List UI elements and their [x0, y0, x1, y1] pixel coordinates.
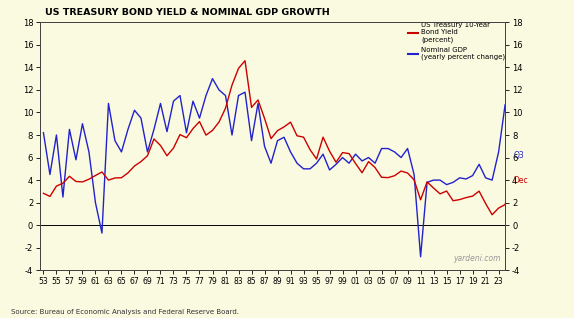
- Text: Q3: Q3: [514, 151, 524, 160]
- Text: Dec: Dec: [514, 176, 528, 185]
- Text: Source: Bureau of Economic Analysis and Federal Reserve Board.: Source: Bureau of Economic Analysis and …: [11, 309, 239, 315]
- Text: US TREASURY BOND YIELD & NOMINAL GDP GROWTH: US TREASURY BOND YIELD & NOMINAL GDP GRO…: [45, 8, 329, 17]
- Legend: US Treasury 10-Year
Bond Yield
(percent), Nominal GDP
(yearly percent change): US Treasury 10-Year Bond Yield (percent)…: [408, 22, 505, 60]
- Text: yardeni.com: yardeni.com: [453, 254, 501, 263]
